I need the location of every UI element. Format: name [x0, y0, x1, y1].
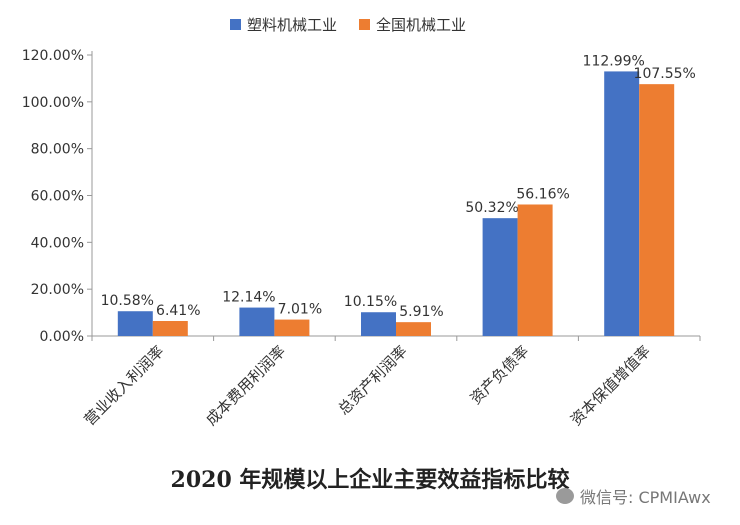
y-tick-label: 0.00%: [40, 329, 84, 345]
data-label-series-2: 5.91%: [399, 304, 443, 320]
x-category-label: 总资产利润率: [334, 342, 410, 418]
data-label-series-2: 6.41%: [156, 303, 200, 319]
y-tick-label: 80.00%: [31, 142, 84, 158]
data-label-series-1: 10.58%: [101, 293, 154, 309]
data-label-series-2: 7.01%: [278, 302, 322, 318]
bar-series-2: [639, 84, 675, 336]
chart-title: 2020 年规模以上企业主要效益指标比较: [170, 467, 570, 493]
bar-series-1: [361, 312, 396, 336]
data-label-series-2: 107.55%: [634, 66, 696, 82]
watermark: 微信号: CPMIAwx: [556, 484, 711, 508]
data-label-series-1: 50.32%: [465, 200, 518, 216]
bar-series-2: [274, 319, 310, 336]
legend-label-series-1: 塑料机械工业: [247, 16, 338, 34]
data-label-series-2: 56.16%: [516, 186, 569, 202]
x-category-label: 营业收入利润率: [81, 342, 168, 429]
y-tick-label: 40.00%: [31, 235, 84, 251]
data-label-series-1: 112.99%: [583, 53, 645, 69]
wechat-icon: [556, 488, 574, 504]
bar-series-1: [239, 307, 275, 336]
bar-series-1: [117, 311, 153, 336]
bar-series-1: [482, 218, 518, 336]
x-category-label: 成本费用利润率: [202, 342, 289, 429]
y-tick-label: 120.00%: [22, 48, 84, 64]
bar-series-2: [152, 320, 188, 336]
watermark-text: 微信号: CPMIAwx: [580, 488, 711, 507]
legend-item-series-2: 全国机械工业: [359, 14, 466, 35]
x-category-label: 资产负债率: [467, 342, 533, 408]
legend: 塑料机械工业 全国机械工业: [230, 14, 466, 35]
y-tick-label: 100.00%: [22, 95, 84, 111]
data-label-series-1: 10.15%: [344, 294, 397, 310]
bar-series-2: [517, 204, 553, 336]
data-label-series-1: 12.14%: [222, 290, 275, 306]
legend-item-series-1: 塑料机械工业: [230, 14, 337, 35]
legend-swatch-series-1: [230, 19, 241, 30]
y-tick-label: 60.00%: [31, 189, 84, 205]
bar-series-2: [396, 322, 431, 336]
bar-series-1: [604, 71, 640, 336]
legend-swatch-series-2: [359, 19, 371, 30]
legend-label-series-2: 全国机械工业: [376, 16, 467, 34]
y-tick-label: 20.00%: [31, 282, 84, 298]
x-category-label: 资本保值增值率: [567, 342, 654, 429]
